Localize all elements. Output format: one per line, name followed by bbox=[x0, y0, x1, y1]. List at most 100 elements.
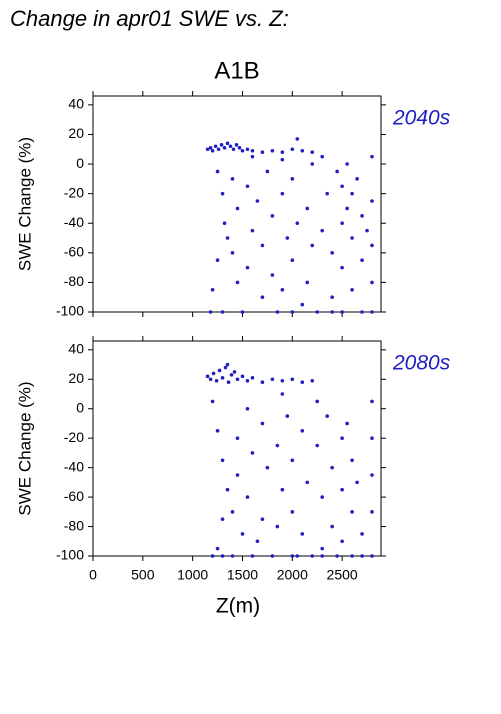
point bbox=[280, 487, 285, 492]
point bbox=[350, 236, 354, 240]
point bbox=[305, 280, 310, 285]
point bbox=[365, 228, 369, 233]
point bbox=[214, 378, 219, 383]
point bbox=[345, 421, 349, 426]
point bbox=[220, 310, 225, 314]
point bbox=[370, 280, 374, 285]
point bbox=[370, 243, 374, 248]
point bbox=[285, 236, 290, 240]
point bbox=[223, 365, 228, 370]
point bbox=[340, 487, 344, 492]
point bbox=[330, 310, 334, 314]
point bbox=[230, 251, 235, 255]
point bbox=[300, 380, 305, 385]
y-tick-label: 40 bbox=[68, 96, 84, 112]
point bbox=[335, 554, 339, 558]
point bbox=[355, 480, 359, 485]
point bbox=[370, 399, 374, 404]
point bbox=[295, 554, 300, 558]
point bbox=[250, 228, 255, 233]
point bbox=[260, 150, 265, 155]
point bbox=[310, 162, 315, 166]
point bbox=[230, 177, 235, 181]
point bbox=[350, 510, 354, 514]
point bbox=[280, 157, 285, 162]
point bbox=[320, 495, 325, 499]
point bbox=[250, 451, 255, 455]
point bbox=[300, 148, 305, 153]
point bbox=[237, 145, 242, 150]
x-tick-label: 0 bbox=[89, 567, 97, 583]
point bbox=[270, 554, 275, 558]
point bbox=[255, 199, 260, 203]
point bbox=[290, 554, 295, 558]
point bbox=[260, 517, 265, 521]
point bbox=[208, 377, 213, 382]
point bbox=[340, 221, 344, 226]
point bbox=[315, 399, 320, 404]
point bbox=[210, 554, 215, 558]
point bbox=[290, 458, 295, 463]
point bbox=[255, 539, 260, 544]
y-tick-label: 20 bbox=[68, 125, 84, 141]
point bbox=[370, 436, 374, 440]
point bbox=[350, 288, 354, 292]
point bbox=[370, 199, 374, 203]
point bbox=[215, 429, 220, 433]
y-tick-label: -40 bbox=[64, 458, 84, 474]
point bbox=[340, 539, 344, 544]
point bbox=[275, 524, 280, 529]
point bbox=[345, 206, 349, 211]
y-tick-label: -60 bbox=[64, 244, 84, 260]
y-tick-label: 0 bbox=[76, 399, 84, 415]
x-tick-label: 500 bbox=[131, 567, 155, 583]
point bbox=[225, 362, 230, 367]
page-title: Change in apr01 SWE vs. Z: bbox=[10, 6, 289, 31]
point bbox=[305, 480, 310, 485]
point bbox=[285, 414, 290, 418]
point bbox=[245, 265, 250, 270]
point bbox=[205, 374, 210, 379]
point bbox=[229, 373, 234, 377]
x-tick-label: 1500 bbox=[227, 567, 258, 583]
y-tick-label: -40 bbox=[64, 214, 84, 230]
point bbox=[260, 243, 265, 248]
y-tick-label: -60 bbox=[64, 488, 84, 504]
point bbox=[360, 532, 364, 536]
point bbox=[220, 376, 225, 380]
point bbox=[230, 510, 235, 514]
point bbox=[225, 141, 230, 146]
x-axis-label: Z(m) bbox=[216, 595, 260, 618]
point bbox=[370, 310, 374, 314]
point bbox=[310, 243, 315, 248]
y-axis-label: SWE Change (%) bbox=[15, 381, 34, 515]
point bbox=[216, 147, 221, 152]
y-tick-label: -100 bbox=[56, 303, 84, 319]
y-tick-label: 20 bbox=[68, 370, 84, 386]
point bbox=[315, 443, 320, 448]
point bbox=[310, 150, 315, 155]
y-tick-label: -20 bbox=[64, 429, 84, 445]
point bbox=[260, 295, 265, 300]
point bbox=[360, 310, 364, 314]
y-tick-label: -100 bbox=[56, 547, 84, 563]
point bbox=[360, 214, 364, 218]
point bbox=[231, 147, 236, 152]
point bbox=[310, 554, 315, 558]
point bbox=[213, 144, 218, 149]
point bbox=[345, 162, 349, 166]
y-tick-label: -20 bbox=[64, 184, 84, 200]
point bbox=[340, 265, 344, 270]
point bbox=[235, 280, 240, 285]
point bbox=[208, 310, 213, 314]
point bbox=[217, 368, 222, 373]
point bbox=[211, 371, 216, 376]
point bbox=[275, 310, 280, 314]
point bbox=[222, 221, 227, 226]
panel-label: 2080s bbox=[392, 352, 451, 375]
point bbox=[290, 177, 295, 181]
point bbox=[220, 458, 225, 463]
point bbox=[355, 177, 359, 181]
point bbox=[290, 510, 295, 514]
